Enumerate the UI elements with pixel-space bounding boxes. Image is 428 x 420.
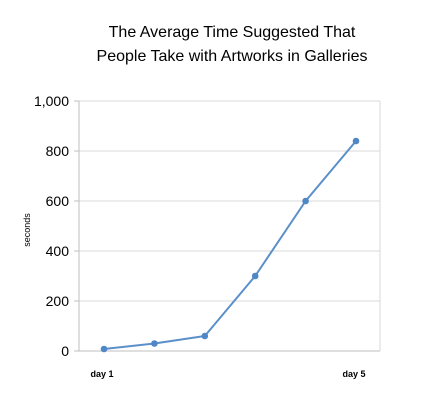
y-tick-label: 800 <box>46 143 70 159</box>
data-point <box>251 272 259 280</box>
chart-title: The Average Time Suggested That People T… <box>97 24 368 65</box>
y-tick-label: 0 <box>61 343 69 359</box>
x-tick-label: day 1 <box>90 369 113 379</box>
y-axis-label: seconds <box>22 213 32 247</box>
x-tick-labels: day 1 day 5 <box>90 369 365 379</box>
data-series <box>100 137 360 353</box>
chart-title-line-2: People Take with Artworks in Galleries <box>97 48 368 65</box>
data-point <box>100 345 108 353</box>
y-tick-label: 200 <box>46 293 70 309</box>
y-tick-label: 1,000 <box>34 93 69 109</box>
data-point <box>352 137 360 145</box>
data-point <box>302 197 309 205</box>
data-point <box>151 340 158 347</box>
y-tick-labels: 0 200 400 600 800 1,000 <box>34 93 69 359</box>
gridlines <box>79 100 381 351</box>
series-line-0 <box>103 140 357 350</box>
y-tick-label: 400 <box>46 243 70 259</box>
x-tick-label: day 5 <box>342 369 365 379</box>
chart-title-line-1: The Average Time Suggested That <box>109 24 356 41</box>
data-point <box>201 332 209 340</box>
axes <box>74 100 380 352</box>
y-tick-label: 600 <box>46 193 70 209</box>
